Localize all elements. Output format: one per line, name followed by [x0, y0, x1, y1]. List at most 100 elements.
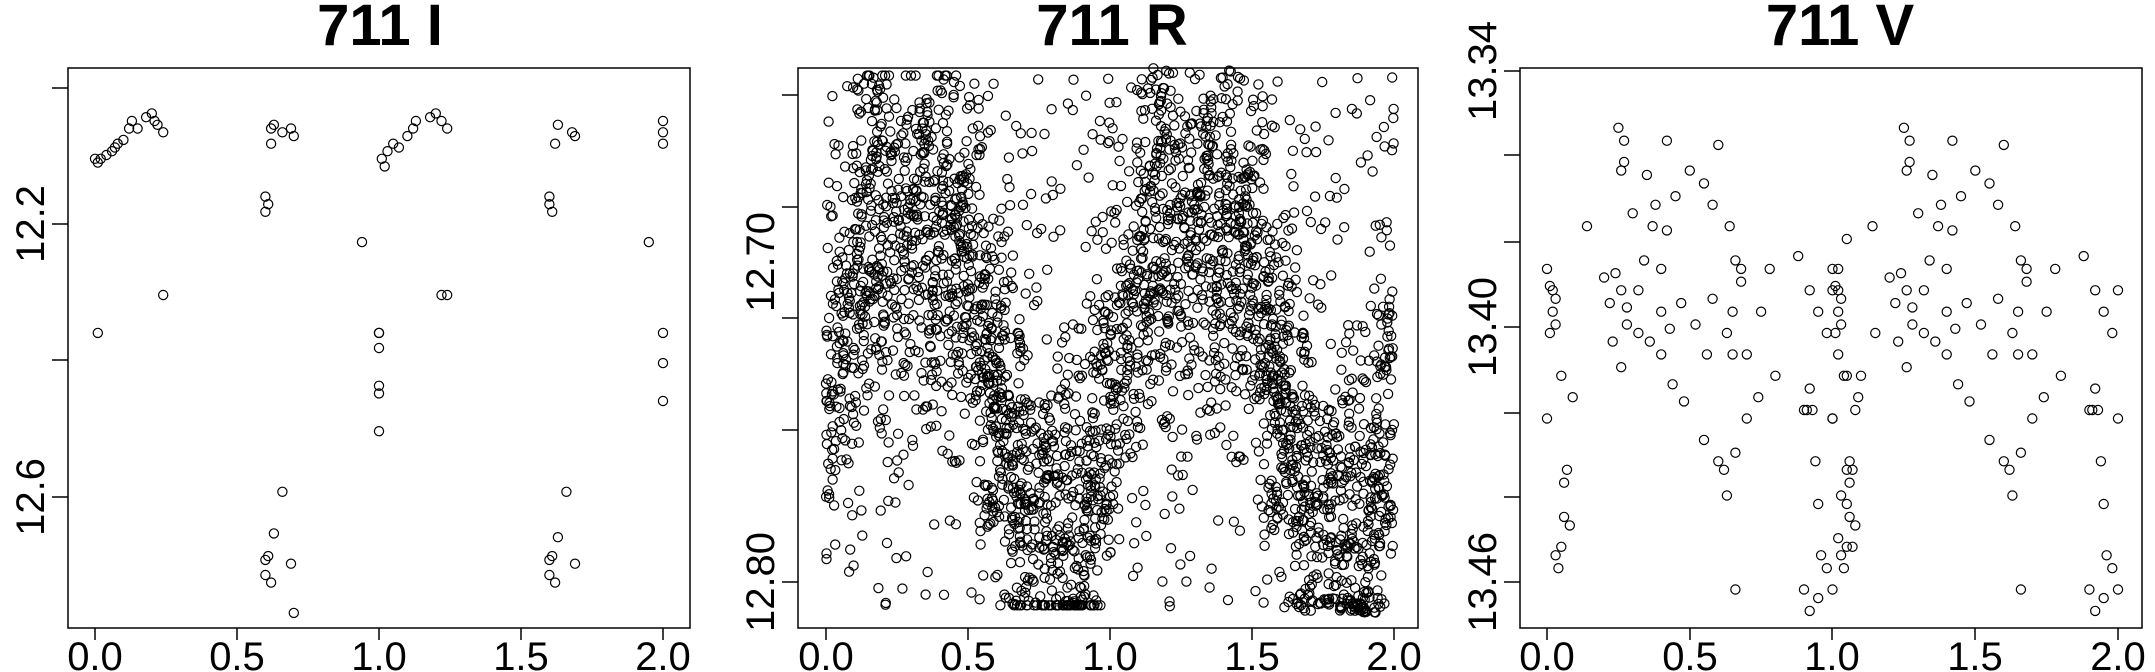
- panel-v-point: [1884, 272, 1895, 283]
- panel-r-point: [953, 346, 964, 358]
- panel-r-point: [1133, 337, 1144, 348]
- panel-r-point: [963, 223, 975, 234]
- panel-r-point: [1250, 226, 1262, 237]
- panel-v-point: [2007, 327, 2018, 339]
- panel-r-point: [851, 420, 862, 431]
- panel-r-point: [1045, 558, 1057, 569]
- panel-v-point: [1947, 135, 1958, 146]
- panel-r-point: [1305, 605, 1317, 616]
- panel-r-point: [1347, 387, 1358, 398]
- panel-r-point: [1302, 451, 1314, 462]
- panel-r-point: [1336, 477, 1348, 489]
- panel-r-point: [1187, 292, 1198, 304]
- panel-r-point: [1099, 323, 1110, 334]
- panel-r-point: [851, 224, 862, 235]
- panel-r-point: [1001, 369, 1013, 381]
- panel-r-point: [1135, 243, 1147, 255]
- panel-r-point: [1177, 469, 1188, 481]
- panel-r-point: [1052, 600, 1064, 611]
- panel-v-point: [1927, 169, 1938, 181]
- panel-r-point: [914, 315, 925, 326]
- panel-r-point: [1134, 147, 1146, 158]
- panel-r-point: [1041, 334, 1053, 345]
- panel-r-point: [1276, 425, 1288, 436]
- panel-r-point: [1373, 403, 1384, 414]
- panel-r-point: [822, 331, 833, 342]
- panel-r-point: [1280, 324, 1292, 336]
- panel-r-point: [888, 273, 899, 284]
- panel-r-point: [1100, 307, 1111, 318]
- panel-r-point: [1127, 570, 1139, 582]
- panel-r-point: [860, 165, 872, 176]
- panel-r-point: [1084, 435, 1095, 446]
- panel-r-point: [1013, 328, 1024, 339]
- panel-r-point: [1200, 319, 1211, 330]
- panel-r-point: [939, 229, 951, 240]
- panel-r-point: [984, 263, 996, 274]
- panel-r-point: [1364, 548, 1375, 559]
- panel-r-point: [851, 323, 863, 334]
- panel-r-point: [1242, 250, 1254, 261]
- panel-r-point: [1249, 354, 1261, 365]
- panel-r-point: [1271, 428, 1283, 439]
- panel-r-point: [1060, 389, 1071, 400]
- panel-v-point: [1835, 293, 1847, 304]
- panel-r-point: [1142, 398, 1154, 410]
- panel-r-point: [1386, 72, 1398, 83]
- panel-r-point: [1025, 417, 1037, 428]
- panel-r-point: [900, 70, 912, 81]
- panel-v-point: [2021, 263, 2032, 275]
- panel-r-point: [1064, 450, 1076, 462]
- panel-r-point: [1266, 120, 1278, 131]
- panel-r-point: [1251, 125, 1263, 136]
- panel-r-point: [857, 355, 868, 366]
- panel-r-point: [1070, 500, 1081, 511]
- panel-r-point: [1028, 504, 1039, 515]
- panel-r-point: [995, 600, 1006, 611]
- panel-r-point: [1277, 509, 1289, 520]
- panel-r-point: [1235, 288, 1246, 300]
- panel-r-point: [1383, 343, 1395, 354]
- panel-r-point: [1238, 75, 1250, 86]
- panel-r-point: [1121, 255, 1132, 266]
- panel-r-point: [1128, 221, 1139, 232]
- panel-r-point: [1195, 191, 1206, 202]
- panel-r-point: [1215, 422, 1226, 433]
- panel-r-point: [1325, 338, 1337, 350]
- panel-r-point: [1324, 472, 1335, 483]
- panel-r-point: [1165, 213, 1177, 225]
- panel-v-point: [1907, 319, 1918, 330]
- panel-r-point: [851, 248, 863, 260]
- panel-i-point: [277, 486, 288, 497]
- panel-r-point: [979, 333, 990, 345]
- panel-i-point: [643, 236, 655, 248]
- panel-r-point: [899, 390, 910, 402]
- panel-r-point: [1388, 419, 1400, 430]
- panel-r-point: [981, 252, 992, 264]
- panel-r-point: [1227, 283, 1238, 295]
- panel-r-point: [1092, 234, 1103, 245]
- panel-r-point: [1240, 184, 1252, 195]
- panel-r-point: [908, 284, 920, 295]
- panel-r-point: [930, 123, 942, 134]
- panel-r-point: [831, 401, 842, 412]
- panel-r-point: [969, 439, 981, 451]
- panel-r-point: [1214, 383, 1226, 395]
- panel-r-point: [854, 108, 865, 119]
- panel-r-point: [1068, 74, 1079, 85]
- panel-r-point: [836, 425, 847, 436]
- panel-r-point: [931, 366, 942, 377]
- panel-r-point: [1223, 231, 1235, 243]
- panel-r-point: [1040, 473, 1051, 484]
- panel-r-point: [1111, 204, 1122, 216]
- panel-r-point: [1228, 288, 1240, 299]
- panel-v-point: [1730, 447, 1741, 458]
- panel-i-point: [95, 153, 106, 164]
- panel-r-point: [908, 173, 920, 184]
- panel-r-point: [977, 379, 988, 391]
- panel-r-point: [1130, 200, 1142, 211]
- panel-r-point: [881, 537, 893, 549]
- panel-r-point: [1336, 347, 1348, 358]
- panel-v-point: [1698, 178, 1710, 189]
- panel-r-point: [1387, 286, 1398, 297]
